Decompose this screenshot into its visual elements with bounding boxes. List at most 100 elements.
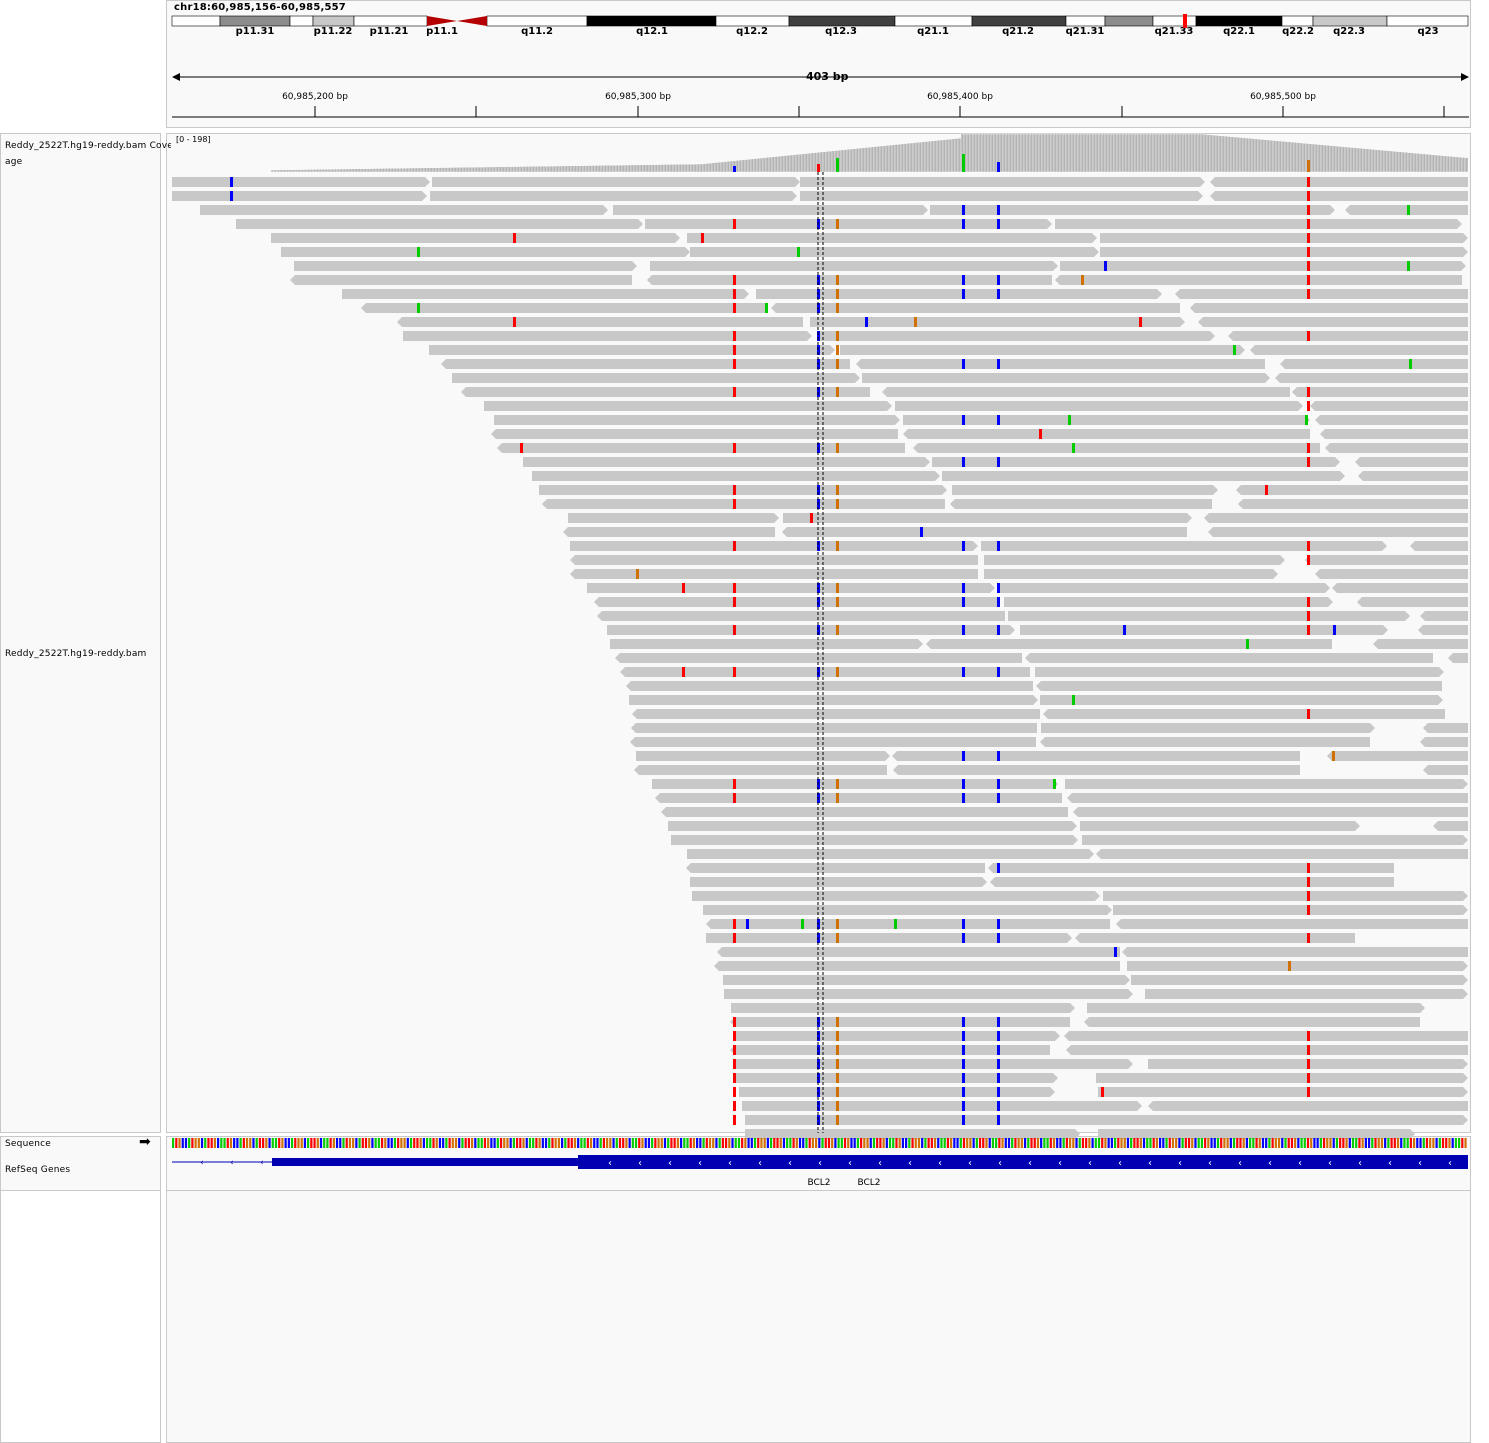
mismatch [797,247,800,257]
strand-arrow-icon: ‹ [1328,1158,1332,1169]
read [236,219,643,229]
strand-arrow-icon: ‹ [1178,1158,1182,1169]
read [703,905,1112,915]
variant-mismatch [997,219,1000,229]
variant-mismatch [1307,219,1310,229]
variant-mismatch [733,1059,736,1069]
read [1066,1045,1468,1055]
strand-arrow-icon: ‹ [608,1158,612,1169]
gene-label[interactable]: BCL2 [857,1178,881,1188]
alignment-track-name[interactable]: Reddy_2522T.hg19-reddy.bam [5,649,147,659]
read [1210,191,1468,201]
cytoband [1312,15,1388,27]
read [1075,933,1355,943]
variant-mismatch [733,303,736,313]
cytoband [171,15,221,27]
read [570,569,978,579]
read [1204,513,1468,523]
read [895,401,1303,411]
read [782,527,1187,537]
variant-mismatch [1307,905,1310,915]
read [1096,849,1468,859]
mismatch [1053,779,1056,789]
mismatch [1039,429,1042,439]
read [1100,233,1468,243]
variant-mismatch [997,1059,1000,1069]
variant-mismatch [1307,933,1310,943]
mismatch [1101,1087,1104,1097]
strand-arrow-icon: ‹ [728,1158,732,1169]
read [950,499,1212,509]
read [692,891,1100,901]
variant-mismatch [997,667,1000,677]
mismatch [1305,415,1308,425]
variant-mismatch [733,331,736,341]
read [1122,947,1468,957]
read [882,387,1290,397]
variant-mismatch [733,779,736,789]
mismatch [1332,751,1335,761]
variant-mismatch [733,667,736,677]
variant-mismatch [997,779,1000,789]
mismatch [1307,191,1310,201]
cytoband-label: q12.3 [825,26,857,37]
read [1113,905,1468,915]
read [1073,807,1468,817]
strand-arrow-icon: ‹ [1238,1158,1242,1169]
read [984,555,1285,565]
strand-arrow-icon: ‹ [818,1158,822,1169]
variant-mismatch [817,331,820,341]
sequence-track-name[interactable]: Sequence [5,1139,51,1149]
read [1145,989,1468,999]
read [742,1101,1142,1111]
read [690,247,1099,257]
variant-mismatch [733,793,736,803]
read [1373,639,1468,649]
cytoband [486,15,588,27]
variant-mismatch [1307,541,1310,551]
variant-mismatch [1307,1073,1310,1083]
read [771,303,1180,313]
read [1043,709,1445,719]
read [1004,597,1333,607]
variant-mismatch [733,597,736,607]
read [432,177,800,187]
variant-mismatch [962,625,965,635]
variant-mismatch [997,625,1000,635]
coverage-mismatch [836,158,839,172]
variant-mismatch [836,275,839,285]
read [1064,1031,1468,1041]
read [1236,485,1468,495]
read [1355,457,1468,467]
variant-mismatch [733,1101,736,1111]
span-arrow-left [172,73,180,81]
variant-mismatch [1307,443,1310,453]
strand-arrow-icon: ‹ [968,1158,972,1169]
read [724,989,1133,999]
variant-mismatch [1307,1031,1310,1041]
cytoband-label: q21.31 [1065,26,1105,37]
variant-mismatch [1307,457,1310,467]
coverage-track-name[interactable]: Reddy_2522T.hg19-reddy.bam Coverage [5,141,171,151]
variant-mismatch [836,541,839,551]
mismatch [230,191,233,201]
strand-arrow-icon[interactable]: ➡ [139,1134,151,1150]
cytoband [219,15,291,27]
refseq-track-name[interactable]: RefSeq Genes [5,1165,71,1175]
read [984,569,1278,579]
mismatch [1246,639,1249,649]
read [1423,723,1468,733]
variant-mismatch [817,541,820,551]
read [631,723,1037,733]
cytoband-label: p11.21 [369,26,409,37]
variant-mismatch [1307,401,1310,411]
cytoband [1152,15,1197,27]
read [1041,723,1375,733]
mismatch [914,317,917,327]
variant-mismatch [997,457,1000,467]
gene-label[interactable]: BCL2 [807,1178,831,1188]
read [810,317,1185,327]
variant-mismatch [997,415,1000,425]
read [1080,821,1360,831]
